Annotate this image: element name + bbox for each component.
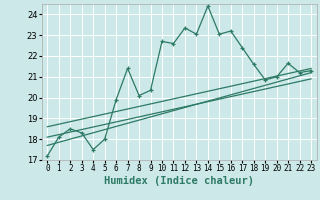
X-axis label: Humidex (Indice chaleur): Humidex (Indice chaleur) (104, 176, 254, 186)
